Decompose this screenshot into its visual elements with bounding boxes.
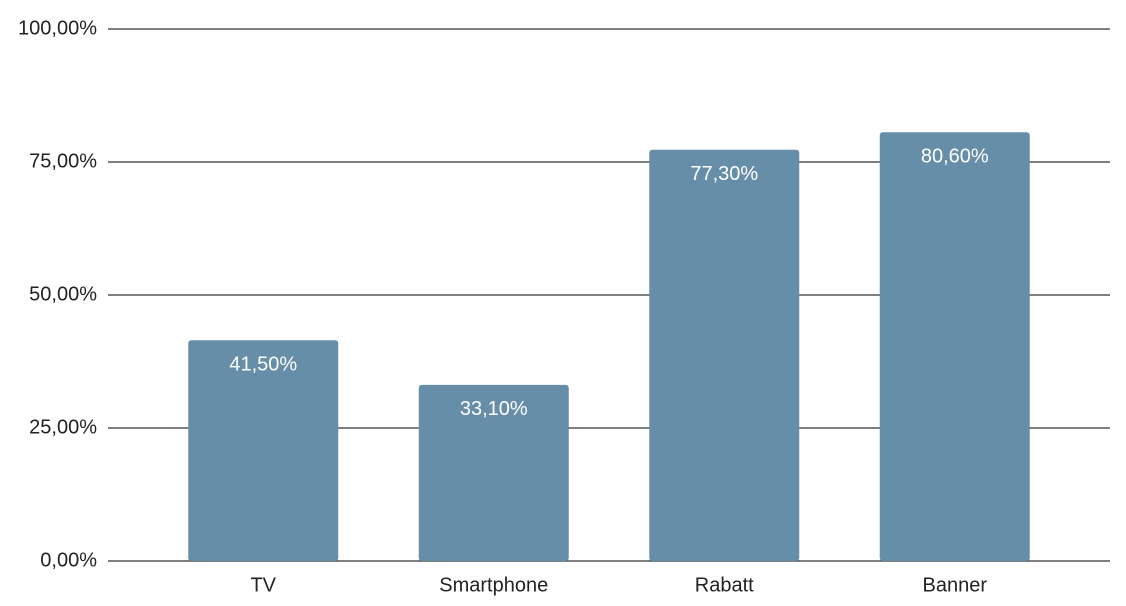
y-tick-label: 75,00% [29,150,97,172]
value-label: 77,30% [690,163,758,185]
y-tick-label: 25,00% [29,416,97,438]
bar [188,340,339,561]
value-label: 41,50% [229,354,297,376]
x-tick-label: Rabatt [695,574,754,596]
bar [879,132,1030,561]
value-label: 80,60% [921,145,989,167]
bar [418,384,569,561]
bar [649,149,800,561]
value-label: 33,10% [460,398,528,420]
y-tick-label: 50,00% [29,283,97,305]
x-tick-label: Smartphone [439,574,548,596]
y-tick-label: 0,00% [40,549,97,571]
x-tick-label: TV [250,574,276,596]
y-tick-label: 100,00% [18,17,97,39]
x-tick-label: Banner [923,574,988,596]
